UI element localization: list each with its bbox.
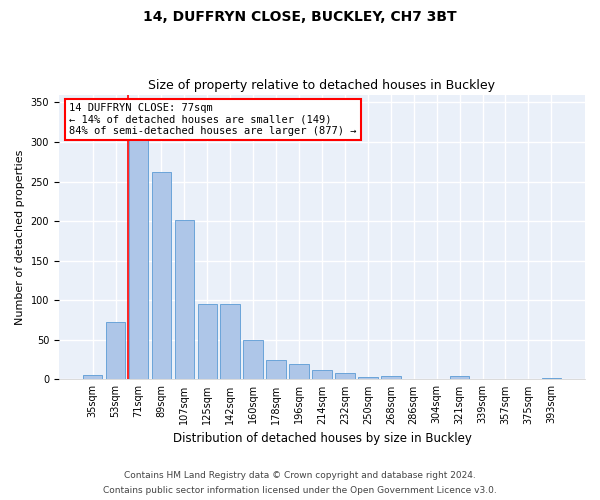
Bar <box>220 304 240 380</box>
Bar <box>312 370 332 380</box>
Text: 14, DUFFRYN CLOSE, BUCKLEY, CH7 3BT: 14, DUFFRYN CLOSE, BUCKLEY, CH7 3BT <box>143 10 457 24</box>
Y-axis label: Number of detached properties: Number of detached properties <box>15 150 25 324</box>
Bar <box>128 118 148 380</box>
Bar <box>266 360 286 380</box>
Bar <box>244 340 263 380</box>
Title: Size of property relative to detached houses in Buckley: Size of property relative to detached ho… <box>148 79 496 92</box>
Bar <box>542 378 561 380</box>
Bar <box>175 220 194 380</box>
Bar <box>289 364 309 380</box>
Bar <box>83 376 103 380</box>
Bar <box>106 322 125 380</box>
X-axis label: Distribution of detached houses by size in Buckley: Distribution of detached houses by size … <box>173 432 472 445</box>
Bar <box>450 376 469 380</box>
Text: Contains HM Land Registry data © Crown copyright and database right 2024.: Contains HM Land Registry data © Crown c… <box>124 471 476 480</box>
Bar <box>358 377 377 380</box>
Bar <box>335 373 355 380</box>
Text: Contains public sector information licensed under the Open Government Licence v3: Contains public sector information licen… <box>103 486 497 495</box>
Bar <box>152 172 171 380</box>
Text: 14 DUFFRYN CLOSE: 77sqm
← 14% of detached houses are smaller (149)
84% of semi-d: 14 DUFFRYN CLOSE: 77sqm ← 14% of detache… <box>70 103 357 136</box>
Bar <box>381 376 401 380</box>
Bar <box>197 304 217 380</box>
Bar <box>404 378 424 380</box>
